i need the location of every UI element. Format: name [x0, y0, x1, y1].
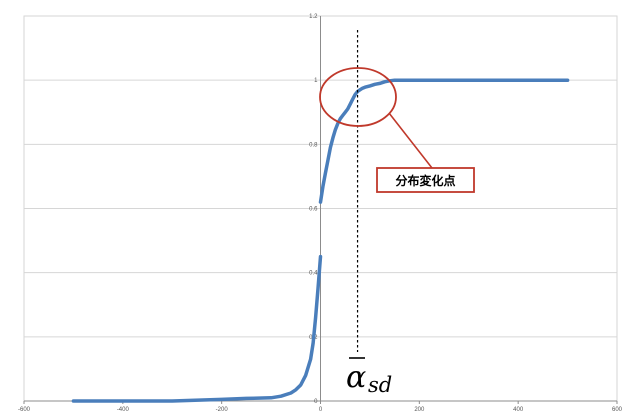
series-line	[71, 78, 570, 403]
callout-leader-line	[388, 112, 433, 169]
callout-label: 分布変化点	[395, 173, 455, 188]
y-tick-label-5: 1	[314, 78, 318, 84]
series-0-segment-0	[71, 254, 323, 403]
x-tick-label-5: 400	[513, 407, 524, 413]
axes	[23, 16, 618, 404]
x-tick-label-0: -600	[18, 407, 31, 413]
y-tick-label-6: 1.2	[309, 14, 318, 20]
symbol-base: α	[346, 360, 366, 395]
symbol-subscript: sd	[368, 373, 392, 397]
change-point-circle	[319, 67, 397, 127]
x-tick-label-3: 0	[319, 407, 323, 413]
series-0-segment-1	[318, 78, 570, 204]
y-tick-label-0: 0	[314, 399, 318, 405]
y-tick-label-3: 0.6	[309, 207, 318, 213]
x-tick-label-2: -200	[216, 407, 229, 413]
annotations: 分布変化点 α sd	[319, 30, 475, 397]
x-tick-label-4: 200	[414, 407, 425, 413]
y-tick-label-4: 0.8	[309, 142, 318, 148]
x-tick-label-1: -400	[117, 407, 130, 413]
x-tick-label-6: 600	[612, 407, 623, 413]
callout-box	[376, 167, 475, 193]
alpha-sd-symbol: α sd	[346, 357, 392, 397]
y-tick-label-2: 0.4	[309, 271, 318, 277]
